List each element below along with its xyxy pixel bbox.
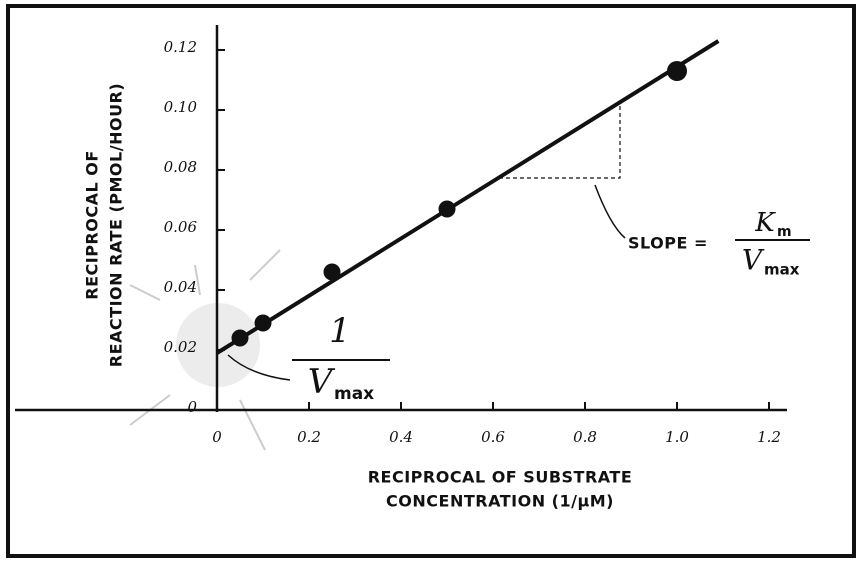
y-tick-label: 0.12 <box>164 38 197 56</box>
data-point <box>323 263 341 281</box>
slope-leader <box>594 184 626 239</box>
x-tick-label: 0 <box>212 428 222 446</box>
slope-denominator: V <box>742 244 765 277</box>
y-tick-label: 0 <box>187 398 197 416</box>
x-tick-label: 0.4 <box>389 428 413 446</box>
slope-label: SLOPE = <box>628 234 708 253</box>
data-point <box>231 329 249 347</box>
intercept-leader <box>227 354 291 381</box>
burst <box>129 249 281 451</box>
x-tick-label: 0.2 <box>297 428 321 446</box>
fit-line <box>215 39 720 355</box>
x-axis-title: CONCENTRATION (1/μM) <box>386 492 614 511</box>
slope-numerator: K <box>754 208 776 238</box>
data-point <box>254 314 272 332</box>
intercept-denominator: V <box>308 362 336 402</box>
x-tick-label: 0.6 <box>481 428 505 446</box>
y-tick-label: 0.08 <box>164 158 197 176</box>
y-axis-title: RECIPROCAL OF <box>83 150 102 300</box>
y-tick-label: 0.04 <box>164 278 197 296</box>
panel-frame <box>6 4 856 558</box>
x-tick-label: 0.8 <box>573 428 597 446</box>
y-axis-title: REACTION RATE (PMOL/HOUR) <box>107 83 126 367</box>
x-tick-label: 1.2 <box>757 428 781 446</box>
slope-numerator-sub: m <box>777 224 792 240</box>
x-axis-title: RECIPROCAL OF SUBSTRATE <box>368 468 633 487</box>
data-point <box>438 200 456 218</box>
y-tick-label: 0.10 <box>164 98 198 116</box>
intercept-numerator: 1 <box>329 311 351 351</box>
data-point <box>667 61 687 81</box>
y-tick-label: 0.06 <box>164 218 198 236</box>
intercept-subscript: max <box>334 384 374 404</box>
y-tick-label: 0.02 <box>164 338 197 356</box>
slope-denominator-sub: max <box>764 261 800 279</box>
x-tick-label: 1.0 <box>665 428 689 446</box>
slope-triangle <box>499 103 621 179</box>
